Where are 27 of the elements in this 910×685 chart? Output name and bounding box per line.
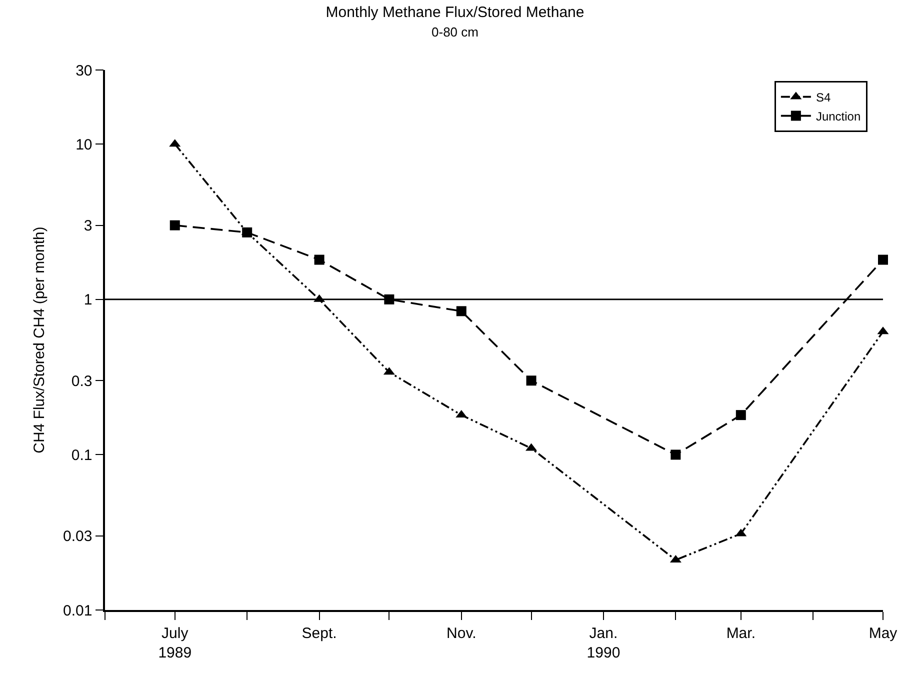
y-tick-label: 3	[84, 218, 92, 235]
y-tick-label: 1	[84, 292, 92, 309]
y-tick-label: 10	[76, 136, 92, 154]
x-tick-label: May	[868, 624, 898, 642]
y-axis-title: CH4 Flux/Stored CH4 (per month)	[30, 226, 48, 454]
point	[878, 254, 888, 265]
point	[670, 450, 681, 460]
legend-label: S4	[816, 90, 831, 104]
y-tick-label: 0.01	[63, 602, 92, 620]
y-tick-label: 0.03	[63, 528, 92, 546]
x-tick-label: Nov.	[446, 624, 476, 642]
point	[736, 410, 746, 420]
point	[170, 220, 180, 230]
y-tick-label: 0.1	[71, 446, 92, 464]
point	[314, 254, 324, 265]
point	[242, 227, 252, 238]
chart-subtitle: 0-80 cm	[432, 24, 478, 40]
y-tick-label: 0.3	[71, 372, 92, 390]
legend-label: Junction	[816, 109, 861, 124]
point	[456, 306, 466, 316]
x-tick-label: Mar.	[726, 624, 756, 642]
point	[526, 376, 536, 386]
x-tick-label: July 1989	[158, 624, 192, 662]
chart-title: Monthly Methane Flux/Stored Methane	[326, 4, 584, 22]
x-tick-label: Sept.	[302, 624, 337, 642]
x-tick-label: Jan. 1990	[586, 624, 620, 662]
y-tick-label: 30	[76, 62, 92, 80]
